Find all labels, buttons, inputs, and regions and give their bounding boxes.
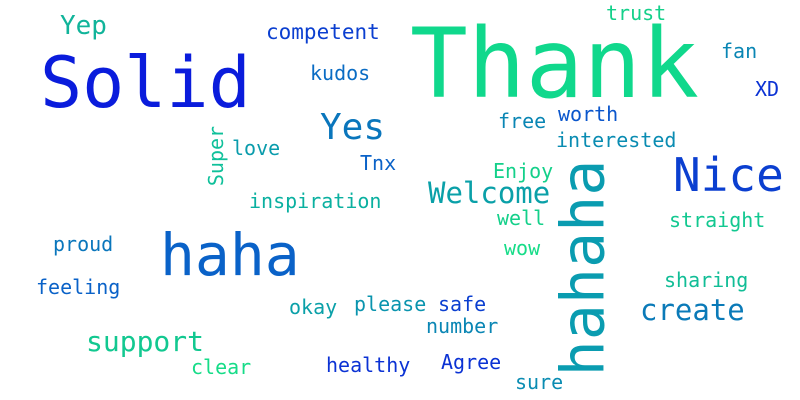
word-love: love [232,136,281,160]
word-free: free [498,109,547,133]
word-inspiration: inspiration [249,189,382,213]
word-nice: Nice [673,148,784,202]
word-sharing: sharing [664,268,749,292]
word-yes: Yes [320,107,386,148]
word-competent: competent [266,20,380,44]
word-haha: haha [160,221,300,289]
word-kudos: kudos [310,61,371,85]
word-healthy: healthy [326,353,411,377]
word-well: well [497,206,546,230]
word-hahaha: hahaha [548,159,619,377]
word-create: create [640,293,745,327]
word-please: please [354,292,427,316]
word-support: support [86,325,205,358]
word-safe: safe [438,292,487,316]
word-thank: Thank [410,8,699,120]
word-proud: proud [53,232,114,256]
word-super: Super [204,125,229,187]
word-fan: fan [721,39,758,63]
word-solid: Solid [40,42,251,124]
word-agree: Agree [441,350,502,374]
word-enjoy: Enjoy [493,159,554,183]
word-sure: sure [515,370,564,394]
word-tnx: Tnx [360,151,397,175]
word-xd: XD [755,77,780,101]
word-okay: okay [289,295,338,319]
word-clear: clear [191,355,252,379]
word-welcome: Welcome [428,176,551,210]
word-trust: trust [606,1,667,25]
word-number: number [426,314,499,338]
word-wow: wow [504,236,541,260]
word-feeling: feeling [36,275,121,299]
word-yep: Yep [60,11,107,41]
word-worth: worth [558,102,619,126]
word-straight: straight [669,208,766,232]
word-interested: interested [556,128,677,152]
